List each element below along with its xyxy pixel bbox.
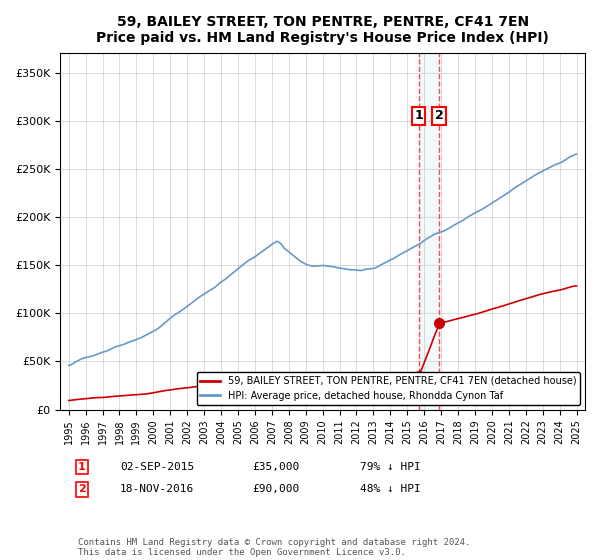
Text: 2: 2: [435, 109, 443, 123]
Text: 1: 1: [78, 462, 86, 472]
Legend: 59, BAILEY STREET, TON PENTRE, PENTRE, CF41 7EN (detached house), HPI: Average p: 59, BAILEY STREET, TON PENTRE, PENTRE, C…: [197, 372, 580, 405]
Text: 2: 2: [78, 484, 86, 494]
Text: £35,000: £35,000: [252, 462, 299, 472]
Text: 1: 1: [414, 109, 423, 123]
Title: 59, BAILEY STREET, TON PENTRE, PENTRE, CF41 7EN
Price paid vs. HM Land Registry': 59, BAILEY STREET, TON PENTRE, PENTRE, C…: [96, 15, 549, 45]
Text: 02-SEP-2015: 02-SEP-2015: [120, 462, 194, 472]
Text: 48% ↓ HPI: 48% ↓ HPI: [360, 484, 421, 494]
Text: 18-NOV-2016: 18-NOV-2016: [120, 484, 194, 494]
Text: Contains HM Land Registry data © Crown copyright and database right 2024.
This d: Contains HM Land Registry data © Crown c…: [78, 538, 470, 557]
Text: £90,000: £90,000: [252, 484, 299, 494]
Bar: [419, 53, 439, 409]
Text: 79% ↓ HPI: 79% ↓ HPI: [360, 462, 421, 472]
